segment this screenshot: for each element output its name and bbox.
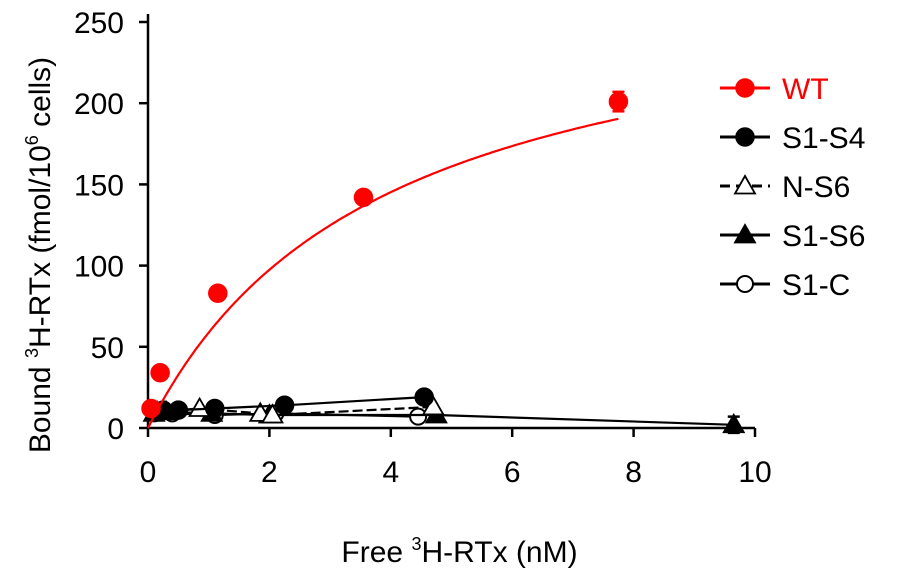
legend-marker	[733, 174, 757, 195]
fit-curve	[147, 117, 619, 429]
data-point	[188, 396, 212, 417]
x-tick-label: 6	[504, 456, 521, 489]
y-tick-label: 50	[91, 332, 124, 365]
data-point	[722, 412, 746, 434]
legend-item-wt: WT	[720, 73, 829, 106]
axes: 0 2 4 6 8 10 0 50 100 150 200 250	[74, 7, 772, 489]
legend-marker	[733, 223, 757, 244]
y-tick-label: 0	[107, 413, 124, 446]
legend-label: S1-S6	[782, 220, 865, 253]
data-point	[608, 91, 629, 112]
data-point	[150, 363, 170, 383]
legend: WT S1-S4 N-S6 S1-S6 S1-C	[720, 73, 865, 302]
legend-marker	[735, 127, 755, 147]
y-tick-label: 200	[74, 88, 124, 121]
legend-item-s1-s4: S1-S4	[720, 122, 865, 155]
y-axis-ticks: 0 50 100 150 200 250	[74, 7, 148, 446]
data-point	[414, 387, 434, 407]
series-wt	[141, 90, 629, 429]
legend-label: S1-C	[782, 269, 850, 302]
plot-area	[141, 90, 746, 435]
data-point	[205, 398, 225, 419]
data-point	[274, 395, 295, 416]
x-tick-label: 2	[261, 456, 278, 489]
y-tick-label: 100	[74, 251, 124, 284]
x-tick-label: 4	[382, 456, 399, 489]
legend-item-s1-c: S1-C	[720, 269, 850, 302]
x-axis-ticks: 0 2 4 6 8 10	[140, 428, 772, 489]
x-tick-label: 10	[738, 456, 771, 489]
data-point	[409, 407, 428, 426]
data-point	[353, 187, 374, 208]
legend-marker	[736, 275, 754, 293]
legend-label: S1-S4	[782, 122, 865, 155]
legend-label: N-S6	[782, 171, 850, 204]
y-axis-title: Bound 3H-RTx (fmol/106 cells)	[22, 57, 57, 453]
x-tick-label: 8	[625, 456, 642, 489]
data-point	[141, 398, 161, 419]
x-axis-title: Free 3H-RTx (nM)	[341, 534, 577, 569]
legend-marker	[735, 78, 755, 98]
data-point	[208, 283, 228, 303]
y-tick-label: 250	[74, 7, 124, 40]
legend-item-n-s6: N-S6	[720, 171, 850, 204]
x-tick-label: 0	[140, 456, 157, 489]
data-point	[260, 403, 284, 424]
y-tick-label: 150	[74, 169, 124, 202]
data-point	[168, 400, 189, 420]
legend-label: WT	[782, 73, 829, 106]
series-s1-s4	[144, 387, 434, 422]
legend-item-s1-s6: S1-S6	[720, 220, 865, 253]
